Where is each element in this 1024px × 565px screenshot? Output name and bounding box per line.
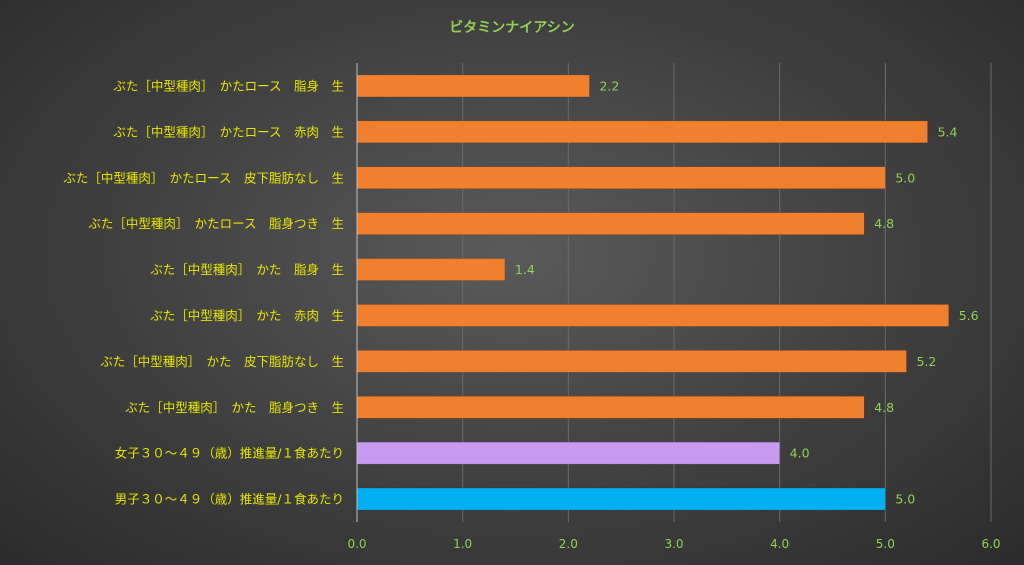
data-label: 5.4 bbox=[938, 124, 958, 139]
bar bbox=[356, 74, 590, 98]
data-label: 5.6 bbox=[959, 308, 979, 323]
category-label: ぶた［中型種肉］ かた 脂身 生 bbox=[150, 262, 344, 277]
x-tick-label: 6.0 bbox=[981, 537, 1000, 551]
bars bbox=[356, 74, 949, 511]
category-label: ぶた［中型種肉］ かたロース 脂身 生 bbox=[113, 78, 344, 93]
data-label: 4.8 bbox=[874, 216, 894, 231]
data-label: 2.2 bbox=[599, 78, 619, 93]
x-tick-labels: 0.0 1.0 2.0 3.0 4.0 5.0 6.0 bbox=[347, 537, 1000, 551]
category-label: ぶた［中型種肉］ かたロース 脂身つき 生 bbox=[88, 216, 344, 231]
x-tick-label: 4.0 bbox=[770, 537, 789, 551]
bar bbox=[356, 120, 928, 144]
bar bbox=[356, 350, 907, 373]
bar bbox=[356, 258, 506, 281]
category-label: ぶた［中型種肉］ かたロース 赤肉 生 bbox=[113, 124, 344, 139]
bar bbox=[356, 166, 886, 189]
x-tick-label: 2.0 bbox=[559, 537, 578, 551]
category-labels: ぶた［中型種肉］ かたロース 脂身 生ぶた［中型種肉］ かたロース 赤肉 生ぶた… bbox=[63, 78, 344, 506]
category-label: ぶた［中型種肉］ かたロース 皮下脂肪なし 生 bbox=[63, 170, 344, 185]
data-label: 5.2 bbox=[916, 354, 936, 369]
category-label: ぶた［中型種肉］ かた 脂身つき 生 bbox=[125, 400, 344, 415]
bar bbox=[356, 212, 865, 235]
data-labels: 2.2 5.4 5.0 4.8 1.4 5.6 5.2 4.8 4.0 5.0 bbox=[515, 78, 979, 506]
data-label: 5.0 bbox=[895, 492, 915, 507]
chart-title: ビタミンナイアシン bbox=[449, 20, 574, 36]
x-tick-label: 3.0 bbox=[664, 537, 683, 551]
bar bbox=[356, 441, 780, 465]
data-label: 4.8 bbox=[874, 400, 894, 415]
data-label: 5.0 bbox=[895, 170, 915, 185]
bar bbox=[356, 304, 949, 327]
x-tick-label: 1.0 bbox=[453, 537, 472, 551]
bar bbox=[356, 487, 886, 511]
x-tick-label: 5.0 bbox=[876, 537, 895, 551]
category-label: 女子３０～４９（歳）推進量/１食あたり bbox=[115, 446, 344, 461]
category-label: 男子３０～４９（歳）推進量/１食あたり bbox=[115, 492, 344, 507]
category-label: ぶた［中型種肉］ かた 皮下脂肪なし 生 bbox=[100, 354, 344, 369]
data-label: 4.0 bbox=[790, 446, 810, 461]
x-tick-label: 0.0 bbox=[347, 537, 366, 551]
category-label: ぶた［中型種肉］ かた 赤肉 生 bbox=[150, 308, 344, 323]
bar bbox=[356, 396, 865, 419]
data-label: 1.4 bbox=[515, 262, 535, 277]
